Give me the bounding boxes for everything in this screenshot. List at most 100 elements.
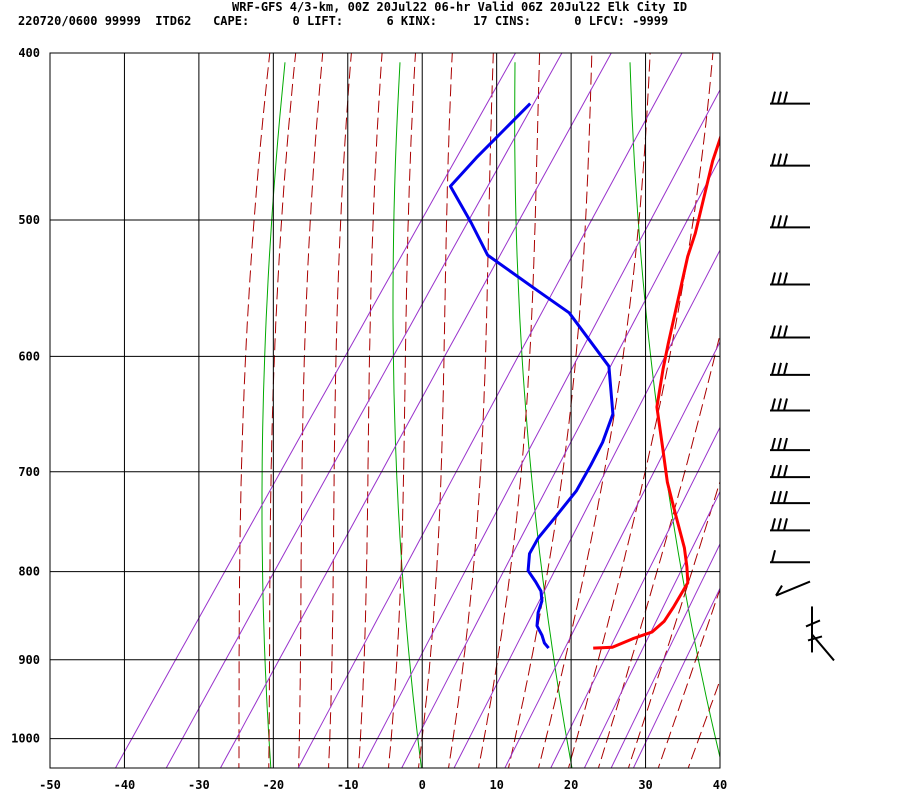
x-tick-label: 30 xyxy=(638,778,652,792)
barb-flag xyxy=(783,153,788,166)
wind-barb xyxy=(770,464,810,479)
y-tick-label: 700 xyxy=(18,465,40,479)
axis-tick-labels: -50 -40 -30 -20 -10 0 10 20 30 40 400 500 600 700 800 9… xyxy=(11,46,727,792)
barb-flag xyxy=(777,398,782,411)
wind-barb xyxy=(770,325,810,339)
barb-flag xyxy=(777,272,782,285)
moist-adiabat xyxy=(477,53,541,768)
moist-adiabat xyxy=(447,53,494,768)
wind-barb xyxy=(770,91,810,105)
dry-adiabat xyxy=(860,62,900,775)
wind-barb xyxy=(770,153,810,167)
mixing-ratio-line xyxy=(504,340,720,768)
barb-flag xyxy=(777,325,782,338)
x-tick-label: -20 xyxy=(262,778,284,792)
wind-barbs xyxy=(770,91,835,662)
moist-adiabat xyxy=(328,53,352,768)
mixing-ratio-line xyxy=(219,53,612,768)
barb-flag xyxy=(777,437,782,451)
wind-barb xyxy=(770,215,810,229)
wind-barb xyxy=(770,518,810,532)
moist-adiabat xyxy=(687,678,720,768)
barb-flag xyxy=(807,635,823,642)
mixing-ratio-line xyxy=(610,542,720,768)
barb-flag xyxy=(771,550,776,563)
dewpoint-profile xyxy=(448,102,615,650)
barb-flag xyxy=(783,437,788,451)
mixing-ratio-line xyxy=(165,53,563,768)
mixing-ratio-line xyxy=(361,88,720,768)
y-tick-label: 1000 xyxy=(11,732,40,746)
wind-barb xyxy=(770,437,810,452)
barb-flag xyxy=(777,490,782,504)
temperature-profile xyxy=(593,134,720,650)
moist-adiabat xyxy=(567,53,714,768)
dry-adiabat xyxy=(514,62,573,768)
mixing-ratio-line xyxy=(453,249,720,768)
moist-adiabat xyxy=(417,53,453,768)
x-tick-label: -30 xyxy=(188,778,210,792)
moist-adiabat xyxy=(597,332,720,768)
x-tick-label: -40 xyxy=(114,778,136,792)
barb-flag xyxy=(783,91,788,104)
sounding-indices: 220720/0600 99999 ITD62 CAPE: 0 LIFT: 6 … xyxy=(18,14,669,28)
barb-flag xyxy=(783,464,788,478)
moist-adiabat xyxy=(298,53,324,768)
wind-barb xyxy=(770,490,810,505)
barb-flag xyxy=(771,215,776,228)
moist-adiabat xyxy=(357,53,383,768)
mixing-ratio-line xyxy=(114,53,516,768)
moist-adiabat xyxy=(268,53,297,768)
dry-adiabat xyxy=(745,62,875,775)
barb-flag xyxy=(783,325,788,338)
y-tick-label: 600 xyxy=(18,349,40,363)
x-tick-label: -50 xyxy=(39,778,61,792)
mixing-ratio-line xyxy=(550,426,720,768)
barb-flag xyxy=(771,362,776,376)
barb-flag xyxy=(805,619,821,628)
barb-flag xyxy=(771,153,776,166)
mixing-ratio-line xyxy=(583,490,720,768)
mixing-ratio-line xyxy=(401,156,720,768)
barb-flag xyxy=(777,362,782,376)
barb-flag xyxy=(777,464,782,478)
wind-barb xyxy=(805,606,835,662)
mixing-ratio-line xyxy=(297,53,683,768)
barb-flag xyxy=(777,91,782,104)
mixing-ratio-line xyxy=(632,587,720,768)
y-tick-label: 400 xyxy=(18,46,40,60)
barb-flag xyxy=(777,153,782,166)
barb-flag xyxy=(771,437,776,451)
barb-flag xyxy=(783,215,788,228)
barb-flag xyxy=(783,362,788,376)
dry-adiabat xyxy=(629,62,720,760)
barb-flag xyxy=(771,272,776,285)
wind-barb xyxy=(770,550,810,564)
barb-flag xyxy=(777,518,782,531)
y-tick-label: 500 xyxy=(18,213,40,227)
moist-adiabat xyxy=(507,53,593,768)
y-tick-label: 900 xyxy=(18,653,40,667)
wind-barb xyxy=(775,580,811,597)
background-lines xyxy=(114,53,900,775)
isobar-isotherm-grid xyxy=(50,52,720,768)
x-tick-label: 10 xyxy=(489,778,503,792)
barb-flag xyxy=(775,585,783,597)
barb-flag xyxy=(783,398,788,411)
barb-staff xyxy=(775,580,811,597)
barb-flag xyxy=(771,91,776,104)
barb-flag xyxy=(777,215,782,228)
x-tick-label: -10 xyxy=(337,778,359,792)
barb-flag xyxy=(771,398,776,411)
x-tick-label: 20 xyxy=(564,778,578,792)
dry-adiabat xyxy=(261,62,286,768)
barb-flag xyxy=(771,490,776,504)
wind-barb xyxy=(770,398,810,412)
barb-flag xyxy=(771,325,776,338)
sounding-profiles xyxy=(448,102,720,650)
barb-flag xyxy=(771,518,776,531)
chart-title: WRF-GFS 4/3-km, 00Z 20Jul22 06-hr Valid … xyxy=(232,0,688,14)
wind-barb xyxy=(770,362,810,376)
x-tick-label: 0 xyxy=(419,778,426,792)
